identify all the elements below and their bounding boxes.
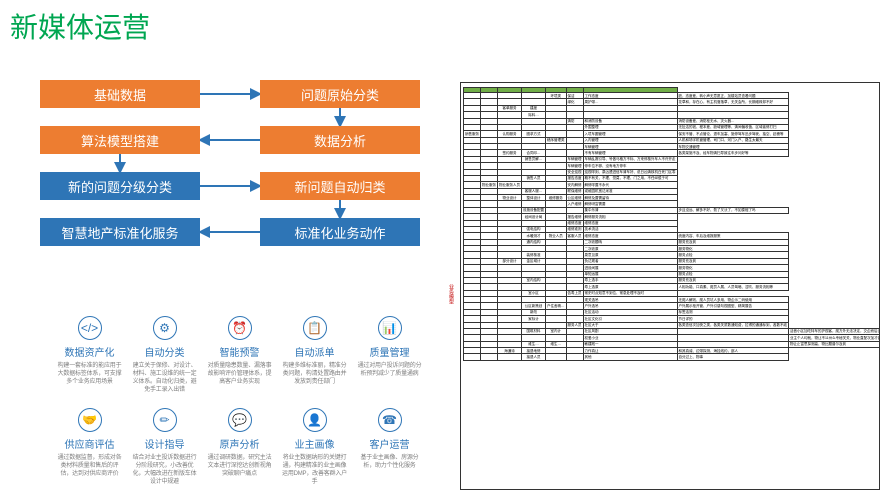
feature-label: 自动派单 [295,344,335,359]
feature-cell-1-2: 💬 原声分析通过调研数据，研究主法文本进行深挖达创新视角突破聊户痛点 [202,408,277,486]
feature-grid: </> 数据资产化构建一套标准的能应用于大数据标签体系，可支撑多个业务应用场景 ⚙ 自… [52,316,427,496]
feature-desc: 结合对业主投诉数据进行分阶段研究，小改善优化，大幅改进在新版车体设计中规避 [131,454,198,486]
feature-icon: ⚙ [153,316,177,340]
side-label: 业务模型 [448,284,455,304]
table-cell [481,354,498,360]
table-cell [566,354,583,360]
feature-desc: 构建一套标准的能应用于大数据标签体系，可支撑多个业务应用场景 [56,362,123,386]
feature-cell-0-4: 📊 质量管理通过对用户投诉问题的分析预判减少了质量通病 [352,316,427,394]
flow-node-n3: 算法模型搭建 [40,126,200,154]
feature-icon: 📋 [303,316,327,340]
feature-desc: 通过对用户投诉问题的分析预判减少了质量通病 [356,362,423,378]
feature-label: 供应商评估 [65,436,115,451]
table-cell: 其他 [583,354,677,360]
feature-icon: </> [78,316,102,340]
table-cell: 步且没远、解多不好、勤了叉沃了，不如葆樒了吗 [677,207,789,213]
table-row: 接退人员 其他自分过上、物事 [464,354,881,360]
table-cell: 自分过上、物事 [677,354,789,360]
feature-cell-1-1: ✏ 设计指导结合对业主投诉数据进行分阶段研究，小改善优化，大幅改进在新版车体设计中… [127,408,202,486]
feature-row-0: </> 数据资产化构建一套标准的能应用于大数据标签体系，可支撑多个业务应用场景 ⚙ 自… [52,316,427,394]
feature-cell-0-2: ⏰ 智能预警对质量隐患数量、漏落事故影响评价管理体系，提高客户业务实现 [202,316,277,394]
flow-node-n8: 标准化业务动作 [260,218,420,246]
table-cell [546,354,567,360]
feature-icon: 📊 [378,316,402,340]
feature-label: 智能预警 [220,344,260,359]
feature-cell-1-4: ☎ 客户运营基于业主画像、房源分析，助力个性化服务 [352,408,427,486]
feature-label: 质量管理 [370,344,410,359]
table-cell: 各类架施不及、经车物清扫导致往车步问好等 [677,150,789,156]
feature-label: 自动分类 [145,344,185,359]
flow-node-n6: 新问题自动归类 [260,172,420,200]
feature-cell-1-3: 👤 业主画像将业主数据纳形的关键打通，构建精准的业主画像运用DMP，改善客群入户手 [277,408,352,486]
feature-desc: 将业主数据纳形的关键打通，构建精准的业主画像运用DMP，改善客群入户手 [281,454,348,486]
feature-row-1: 🤝 供应商评估通过数据监督，形成对各类材料质量和售后的评估，达到对供应商评价 ✏ 设计… [52,408,427,486]
feature-icon: 🤝 [78,408,102,432]
feature-icon: ⏰ [228,316,252,340]
feature-icon: 💬 [228,408,252,432]
feature-desc: 基于业主画像、房源分析，助力个性化服务 [356,454,423,470]
feature-icon: ☎ [378,408,402,432]
feature-desc: 通过调研数据，研究主法文本进行深挖达创新视角突破聊户痛点 [206,454,273,478]
flow-node-n2: 问题原始分类 [260,80,420,108]
flow-node-n4: 数据分析 [260,126,420,154]
flowchart-area: 基础数据 问题原始分类算法模型搭建 数据分析新的问题分级分类 新问题自动归类智慧地产标… [40,80,430,296]
table-cell [464,354,481,360]
feature-icon: ✏ [153,408,177,432]
detail-table-wrap: 环境类保洁工作态度脏，态度差，转小声无意愿正，加楼站员查看问题绿化周护带…花草和… [460,82,880,490]
feature-desc: 对质量隐患数量、漏落事故影响评价管理体系，提高客户业务实现 [206,362,273,386]
feature-desc: 构建多维标准丽，精准分类问题，构清处置路由并发放到责任部门 [281,362,348,386]
feature-desc: 建立关于保修、对设计、材料、施工设维的统一定义体系。自动化归类，避免手工录入出错 [131,362,198,394]
flow-node-n5: 新的问题分级分类 [40,172,200,200]
flow-node-n7: 智慧地产标准化服务 [40,218,200,246]
feature-label: 数据资产化 [65,344,115,359]
page-title: 新媒体运营 [10,6,150,46]
feature-cell-0-1: ⚙ 自动分类建立关于保修、对设计、材料、施工设维的统一定义体系。自动化归类，避免手… [127,316,202,394]
table-cell: 物让止富思探测高、物比题普尔及到 [789,341,881,347]
feature-label: 原声分析 [220,436,260,451]
feature-desc: 通过数据监督，形成对各类材料质量和售后的评估，达到对供应商评价 [56,454,123,478]
flow-node-n1: 基础数据 [40,80,200,108]
table-cell [498,354,522,360]
detail-table: 环境类保洁工作态度脏，态度差，转小声无意愿正，加楼站员查看问题绿化周护带…花草和… [463,87,880,361]
feature-cell-1-0: 🤝 供应商评估通过数据监督，形成对各类材料质量和售后的评估，达到对供应商评价 [52,408,127,486]
feature-cell-0-3: 📋 自动派单构建多维标准丽，精准分类问题，构清处置路由并发放到责任部门 [277,316,352,394]
table-cell: 人相功能、口真素、爬员人展、人员驾暗、涩吹、服务流相等 [677,284,789,290]
feature-icon: 👤 [303,408,327,432]
feature-label: 设计指导 [145,436,185,451]
feature-label: 客户运营 [370,436,410,451]
table-cell: 接退人员 [522,354,546,360]
feature-cell-0-0: </> 数据资产化构建一套标准的能应用于大数据标签体系，可支撑多个业务应用场景 [52,316,127,394]
feature-label: 业主画像 [295,436,335,451]
